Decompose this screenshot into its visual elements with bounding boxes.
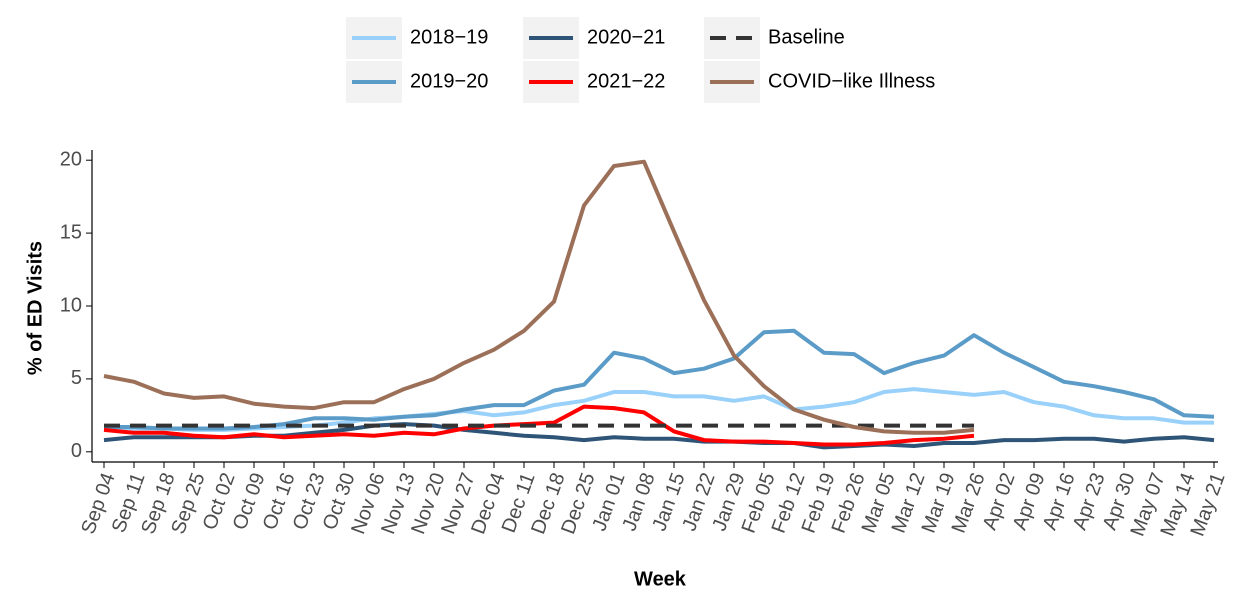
legend-label: 2020−21 [587,26,665,48]
y-tick-label: 5 [71,367,82,389]
legend-label: 2018−19 [410,26,488,48]
legend-label: Baseline [768,26,845,48]
series-line [104,328,1215,431]
x-axis-label: Week [634,568,687,590]
legend-label: 2019−20 [410,70,488,92]
series-line [103,404,975,447]
legend-label: 2021−22 [587,70,665,92]
y-axis-label: % of ED Visits [24,241,46,375]
y-tick-label: 0 [71,440,82,462]
series-line [103,159,975,435]
legend-label: COVID−like Illness [768,70,935,92]
y-tick-label: 15 [60,221,82,243]
y-tick-label: 10 [60,294,82,316]
y-tick-label: 20 [60,148,82,170]
